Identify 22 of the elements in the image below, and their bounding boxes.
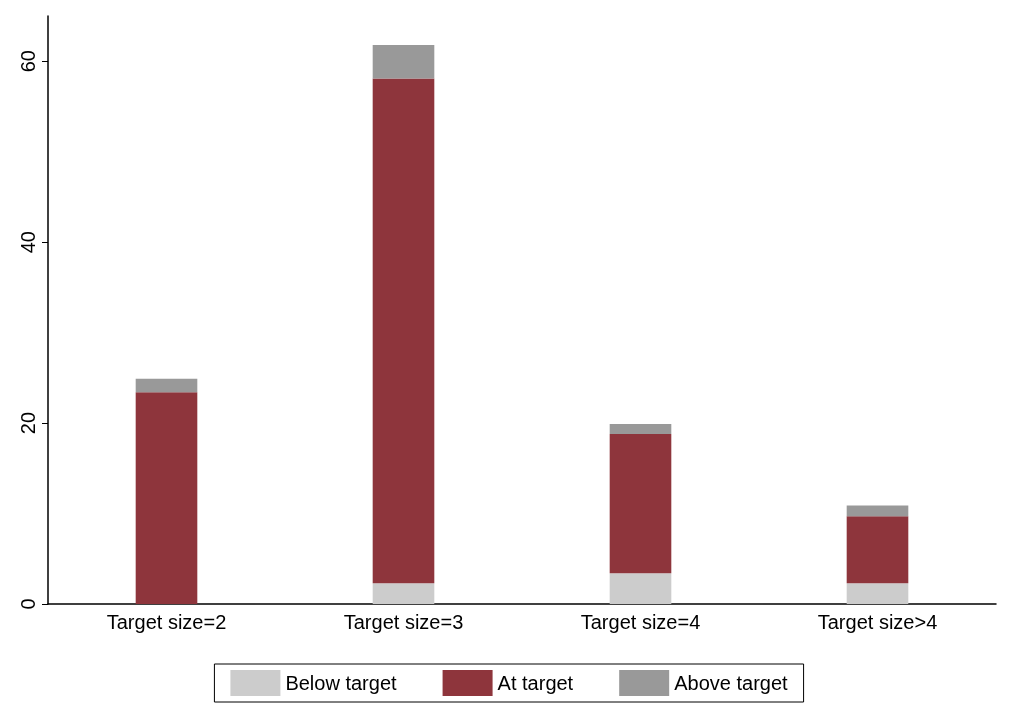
y-tick-label: 60 — [17, 50, 39, 73]
bar — [846, 516, 909, 584]
bar — [372, 44, 435, 79]
x-tick-label: Target size=4 — [580, 611, 701, 633]
legend-label: Above target — [674, 672, 789, 694]
bar — [372, 78, 435, 584]
y-tick-label: 0 — [17, 598, 39, 610]
bar — [846, 583, 909, 604]
bar — [135, 392, 198, 604]
x-tick-label: Target size>4 — [817, 611, 938, 633]
bar — [135, 378, 198, 393]
bar — [609, 573, 672, 604]
x-tick-label: Target size=2 — [106, 611, 227, 633]
bar — [846, 505, 909, 517]
y-tick-label: 40 — [17, 231, 39, 254]
bar — [609, 423, 672, 434]
bar — [372, 583, 435, 604]
legend-label: Below target — [285, 672, 398, 694]
y-tick-label: 20 — [17, 411, 39, 435]
bar — [609, 433, 672, 574]
x-tick-label: Target size=3 — [343, 611, 464, 633]
legend-label: At target — [497, 672, 574, 694]
